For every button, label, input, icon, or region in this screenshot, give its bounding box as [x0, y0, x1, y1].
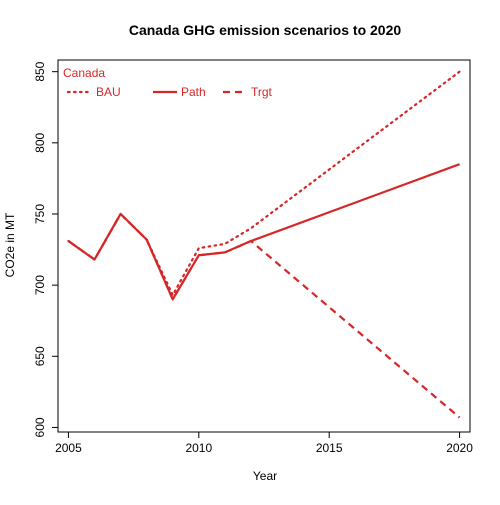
x-tick-label-2020: 2020: [446, 441, 473, 455]
y-axis-label: CO2e in MT: [3, 212, 17, 277]
x-axis: 2005 2010 2015 2020: [55, 432, 473, 455]
y-tick-label-800: 800: [33, 132, 47, 152]
legend-label-trgt: Trgt: [251, 85, 273, 99]
series-line-bau: [67, 70, 461, 297]
legend-title: Canada: [63, 66, 105, 80]
y-tick-label-850: 850: [33, 61, 47, 81]
legend-entries: BAU Path Trgt: [66, 85, 273, 99]
legend-label-path: Path: [181, 85, 206, 99]
y-tick-label-700: 700: [33, 275, 47, 295]
chart-title: Canada GHG emission scenarios to 2020: [129, 22, 402, 38]
series-line-trgt: [67, 212, 461, 419]
series-line-path: [67, 163, 460, 301]
y-tick-label-600: 600: [33, 417, 47, 437]
series-layer: [67, 70, 461, 419]
x-tick-label-2015: 2015: [316, 441, 343, 455]
legend: Canada BAU Path Trgt: [63, 66, 273, 99]
x-tick-label-2010: 2010: [185, 441, 212, 455]
y-tick-label-750: 750: [33, 204, 47, 224]
x-axis-label: Year: [253, 469, 277, 483]
y-tick-label-650: 650: [33, 346, 47, 366]
plot-frame: [57, 59, 471, 433]
legend-label-bau: BAU: [96, 85, 121, 99]
x-tick-label-2005: 2005: [55, 441, 82, 455]
y-axis: 600 650 700 750 800 850: [33, 61, 58, 437]
